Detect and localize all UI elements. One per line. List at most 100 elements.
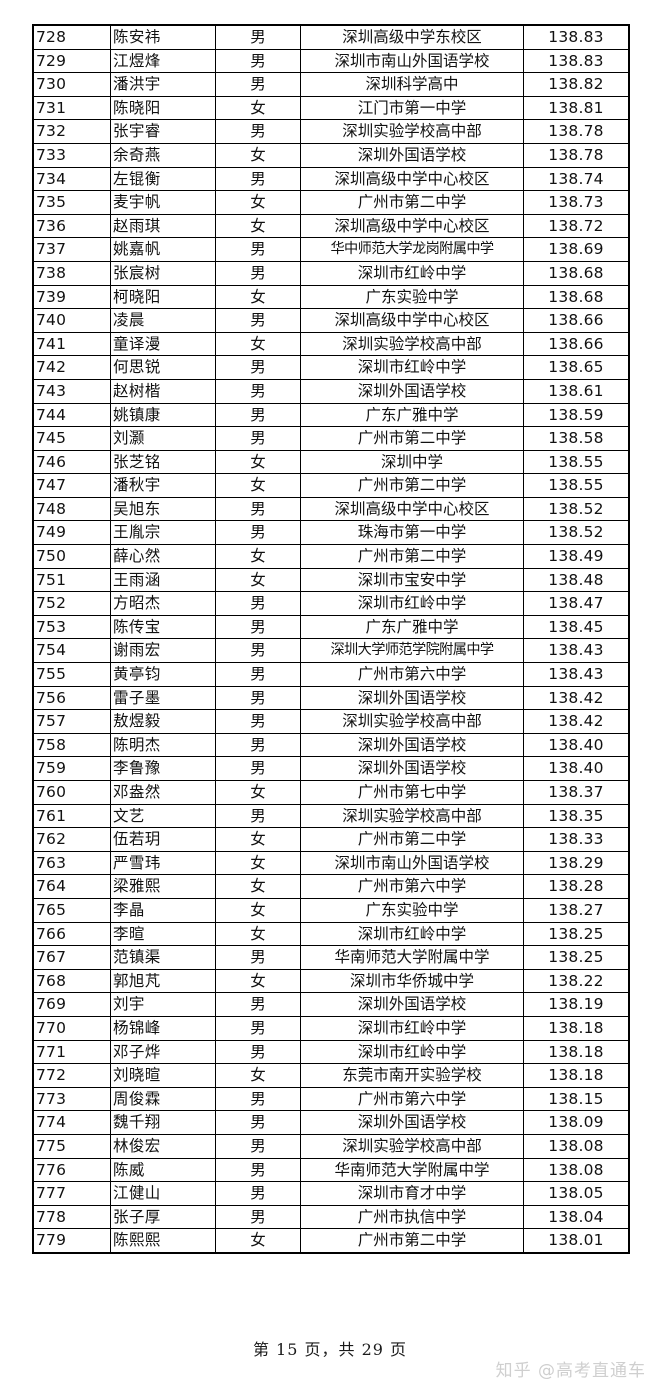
cell-school: 广州市第二中学 [300, 473, 524, 498]
cell-score: 138.08 [523, 1133, 630, 1159]
cell-gender: 女 [215, 827, 301, 852]
score-table-container: 728 陈安祎男深圳高级中学东校区 138.83 729 江煜烽男深圳市南山外国语学校 1… [32, 24, 630, 1254]
cell-name: 姚镇康 [110, 402, 216, 428]
cell-rank: 734 [32, 166, 111, 192]
cell-name: 雷子墨 [110, 685, 216, 711]
cell-score: 138.40 [523, 732, 630, 758]
cell-gender: 女 [215, 850, 301, 876]
cell-rank: 736 [32, 213, 111, 239]
cell-name: 敖煜毅 [110, 709, 216, 734]
cell-score: 138.61 [523, 378, 630, 404]
cell-school: 深圳实验学校高中部 [300, 709, 524, 734]
cell-score: 138.78 [523, 119, 630, 144]
cell-rank: 758 [32, 732, 111, 758]
table-row: 771 邓子烨男深圳市红岭中学 138.18 [32, 1039, 630, 1065]
cell-school: 深圳市宝安中学 [300, 567, 524, 593]
cell-gender: 女 [215, 968, 301, 994]
cell-school: 深圳高级中学中心校区 [300, 213, 524, 239]
table-row: 747 潘秋宇女广州市第二中学 138.55 [32, 473, 630, 498]
cell-gender: 男 [215, 732, 301, 758]
cell-gender: 男 [215, 426, 301, 451]
cell-gender: 男 [215, 402, 301, 428]
cell-score: 138.08 [523, 1157, 630, 1183]
cell-name: 范镇渠 [110, 945, 216, 970]
table-row: 757 敖煜毅男深圳实验学校高中部 138.42 [32, 709, 630, 734]
cell-score: 138.65 [523, 355, 630, 380]
cell-gender: 男 [215, 638, 301, 664]
cell-name: 陈传宝 [110, 614, 216, 640]
cell-score: 138.42 [523, 709, 630, 734]
cell-school: 广州市执信中学 [300, 1204, 524, 1230]
cell-rank: 750 [32, 544, 111, 569]
cell-school: 广东实验中学 [300, 897, 524, 923]
cell-score: 138.59 [523, 402, 630, 428]
table-row: 763 严雪玮女深圳市南山外国语学校 138.29 [32, 850, 630, 876]
cell-gender: 男 [215, 803, 301, 829]
cell-gender: 男 [215, 237, 301, 262]
cell-school: 深圳市南山外国语学校 [300, 48, 524, 74]
cell-gender: 女 [215, 1063, 301, 1088]
table-row: 743 赵树楷男深圳外国语学校 138.61 [32, 378, 630, 404]
cell-rank: 746 [32, 449, 111, 475]
cell-name: 梁雅熙 [110, 874, 216, 899]
cell-gender: 男 [215, 1133, 301, 1159]
cell-school: 广州市第二中学 [300, 1228, 524, 1254]
cell-rank: 747 [32, 473, 111, 498]
cell-name: 张子厚 [110, 1204, 216, 1230]
cell-name: 张芝铭 [110, 449, 216, 475]
cell-gender: 女 [215, 449, 301, 475]
cell-gender: 男 [215, 1204, 301, 1230]
cell-rank: 754 [32, 638, 111, 664]
cell-score: 138.18 [523, 1015, 630, 1041]
cell-gender: 女 [215, 780, 301, 805]
cell-school: 深圳外国语学校 [300, 378, 524, 404]
cell-rank: 751 [32, 567, 111, 593]
cell-name: 李晶 [110, 897, 216, 923]
cell-name: 刘晓暄 [110, 1063, 216, 1088]
score-table: 728 陈安祎男深圳高级中学东校区 138.83 729 江煜烽男深圳市南山外国语学校 1… [32, 24, 630, 1254]
cell-school: 广州市第六中学 [300, 1086, 524, 1112]
cell-gender: 男 [215, 685, 301, 711]
table-row: 736 赵雨琪女深圳高级中学中心校区 138.72 [32, 213, 630, 239]
table-row: 753 陈传宝男广东广雅中学 138.45 [32, 614, 630, 640]
cell-score: 138.33 [523, 827, 630, 852]
cell-rank: 770 [32, 1015, 111, 1041]
cell-rank: 771 [32, 1039, 111, 1065]
cell-name: 陈熙熙 [110, 1228, 216, 1254]
cell-school: 深圳实验学校高中部 [300, 119, 524, 144]
cell-name: 张宇睿 [110, 119, 216, 144]
cell-rank: 759 [32, 756, 111, 781]
table-row: 769 刘宇男深圳外国语学校 138.19 [32, 992, 630, 1017]
table-row: 768 郭旭芃女深圳市华侨城中学 138.22 [32, 968, 630, 994]
cell-rank: 768 [32, 968, 111, 994]
cell-school: 深圳高级中学中心校区 [300, 166, 524, 192]
cell-name: 姚嘉帆 [110, 237, 216, 262]
cell-school: 深圳外国语学校 [300, 685, 524, 711]
cell-school: 深圳市红岭中学 [300, 921, 524, 947]
table-row: 779 陈熙熙女广州市第二中学 138.01 [32, 1228, 630, 1254]
table-row: 748 吴旭东男深圳高级中学中心校区 138.52 [32, 496, 630, 522]
cell-school: 深圳实验学校高中部 [300, 1133, 524, 1159]
cell-name: 李鲁豫 [110, 756, 216, 781]
cell-score: 138.68 [523, 284, 630, 310]
table-row: 734 左锟衡男深圳高级中学中心校区 138.74 [32, 166, 630, 192]
cell-name: 黄亭钧 [110, 662, 216, 687]
cell-school: 深圳外国语学校 [300, 732, 524, 758]
table-row: 774 魏千翔男深圳外国语学校 138.09 [32, 1110, 630, 1135]
cell-name: 郭旭芃 [110, 968, 216, 994]
cell-name: 何思锐 [110, 355, 216, 380]
cell-score: 138.52 [523, 520, 630, 546]
cell-name: 张宸树 [110, 260, 216, 286]
cell-school: 江门市第一中学 [300, 95, 524, 121]
cell-name: 江煜烽 [110, 48, 216, 74]
cell-rank: 748 [32, 496, 111, 522]
table-row: 777 江健山男深圳市育才中学 138.05 [32, 1181, 630, 1206]
cell-gender: 男 [215, 520, 301, 546]
cell-score: 138.43 [523, 662, 630, 687]
table-row: 759 李鲁豫男深圳外国语学校 138.40 [32, 756, 630, 781]
cell-gender: 女 [215, 874, 301, 899]
cell-rank: 732 [32, 119, 111, 144]
cell-score: 138.78 [523, 142, 630, 168]
cell-name: 文艺 [110, 803, 216, 829]
cell-rank: 730 [32, 72, 111, 97]
